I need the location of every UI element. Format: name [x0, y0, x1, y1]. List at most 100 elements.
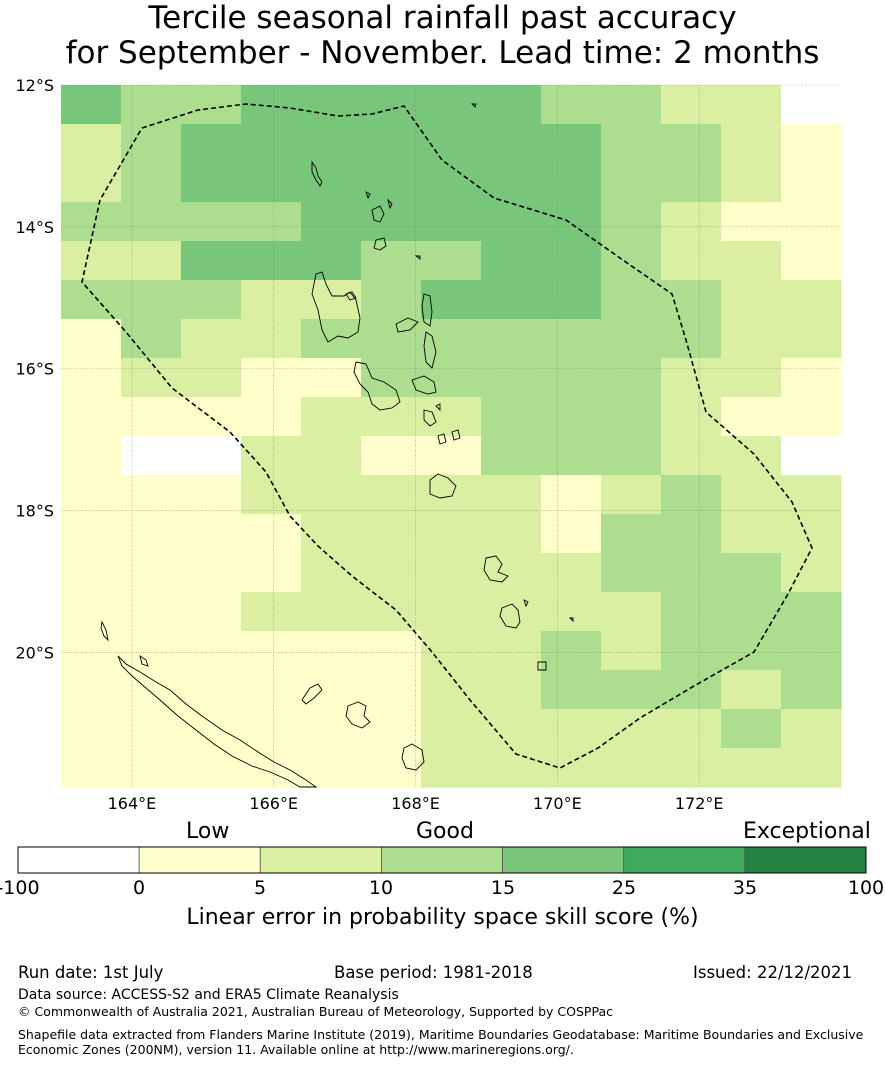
- skill-cell: [181, 358, 242, 398]
- colorbar-bin: [623, 846, 746, 874]
- skill-cell: [721, 709, 782, 749]
- skill-cell: [661, 592, 722, 632]
- skill-cell: [181, 124, 242, 164]
- skill-cell: [661, 280, 722, 320]
- skill-cell: [481, 241, 542, 281]
- latitude-label: 16°S: [15, 360, 54, 379]
- skill-cell: [601, 514, 662, 554]
- skill-cell: [61, 319, 122, 359]
- skill-cell: [361, 280, 422, 320]
- skill-cell: [361, 397, 422, 437]
- land-outlines: [100, 103, 574, 788]
- issued-date: Issued: 22/12/2021: [693, 963, 853, 982]
- skill-cell: [541, 397, 602, 437]
- skill-cell: [421, 514, 482, 554]
- latitude-label: 12°S: [15, 76, 54, 95]
- skill-cell: [121, 163, 182, 203]
- skill-cell: [181, 85, 242, 125]
- skill-cell: [301, 748, 362, 788]
- skill-cell: [421, 202, 482, 242]
- vanuatu-eez-boundary: [81, 103, 813, 769]
- skill-cell: [301, 709, 362, 749]
- graticule: [61, 84, 841, 787]
- skill-cell: [541, 319, 602, 359]
- skill-cell: [301, 397, 362, 437]
- skill-cell: [61, 475, 122, 515]
- skill-cell: [601, 202, 662, 242]
- skill-cell: [781, 592, 842, 632]
- skill-cell: [301, 280, 362, 320]
- colorbar-tick: 100: [847, 877, 885, 899]
- skill-cell: [301, 319, 362, 359]
- skill-cell: [121, 397, 182, 437]
- skill-cell: [181, 553, 242, 593]
- skill-cell: [181, 670, 242, 710]
- skill-cell: [601, 553, 662, 593]
- skill-cell: [721, 202, 782, 242]
- skill-cell: [421, 241, 482, 281]
- skill-cell: [421, 592, 482, 632]
- skill-cell: [241, 163, 302, 203]
- skill-cell: [241, 436, 302, 476]
- run-date: Run date: 1st July: [18, 963, 164, 982]
- skill-cell: [61, 514, 122, 554]
- skill-cell: [721, 163, 782, 203]
- skill-cell: [361, 748, 422, 788]
- latitude-labels: 12°S 14°S 16°S 18°S 20°S: [15, 76, 54, 662]
- colorbar-bin: [502, 846, 625, 874]
- colorbar-bin: [138, 846, 261, 874]
- latitude-label: 20°S: [15, 643, 54, 662]
- skill-cell: [721, 475, 782, 515]
- skill-cell: [181, 514, 242, 554]
- skill-cell: [721, 85, 782, 125]
- skill-cell: [241, 670, 302, 710]
- skill-cell: [541, 631, 602, 671]
- skill-cell: [361, 631, 422, 671]
- skill-cell: [721, 670, 782, 710]
- skill-cell: [661, 85, 722, 125]
- skill-cell: [421, 163, 482, 203]
- skill-cell: [121, 553, 182, 593]
- skill-cell: [421, 748, 482, 788]
- skill-cell: [721, 397, 782, 437]
- skill-cell: [661, 514, 722, 554]
- skill-cell: [61, 670, 122, 710]
- skill-cell: [241, 709, 302, 749]
- colorbar-category-low: Low: [186, 819, 230, 844]
- skill-cell: [361, 709, 422, 749]
- skill-cell: [361, 358, 422, 398]
- skill-cell: [121, 241, 182, 281]
- belep-islands-outline: [100, 620, 109, 642]
- skill-cell: [241, 202, 302, 242]
- skill-cell: [721, 124, 782, 164]
- skill-cell: [421, 85, 482, 125]
- skill-cell: [241, 124, 302, 164]
- skill-cell: [781, 280, 842, 320]
- colorbar-bin: [744, 846, 867, 874]
- skill-cell: [181, 163, 242, 203]
- skill-cell: [241, 280, 302, 320]
- skill-cell: [661, 553, 722, 593]
- skill-cell: [361, 163, 422, 203]
- skill-cell: [181, 709, 242, 749]
- skill-cell: [481, 514, 542, 554]
- skill-cell: [601, 631, 662, 671]
- skill-cell: [541, 124, 602, 164]
- skill-cell: [541, 85, 602, 125]
- skill-cell: [241, 631, 302, 671]
- skill-cell: [61, 592, 122, 632]
- skill-cell: [601, 85, 662, 125]
- skill-cell: [301, 163, 362, 203]
- copyright: © Commonwealth of Australia 2021, Austra…: [18, 1004, 613, 1019]
- skill-cell: [241, 319, 302, 359]
- colorbar-tick: 25: [611, 877, 637, 899]
- skill-cell: [781, 748, 842, 788]
- title-line-1: Tercile seasonal rainfall past accuracy: [148, 0, 737, 36]
- skill-grid: [61, 85, 842, 788]
- skill-cell: [661, 241, 722, 281]
- skill-cell: [241, 514, 302, 554]
- skill-cell: [301, 592, 362, 632]
- skill-cell: [181, 631, 242, 671]
- skill-cell: [301, 553, 362, 593]
- skill-cell: [601, 475, 662, 515]
